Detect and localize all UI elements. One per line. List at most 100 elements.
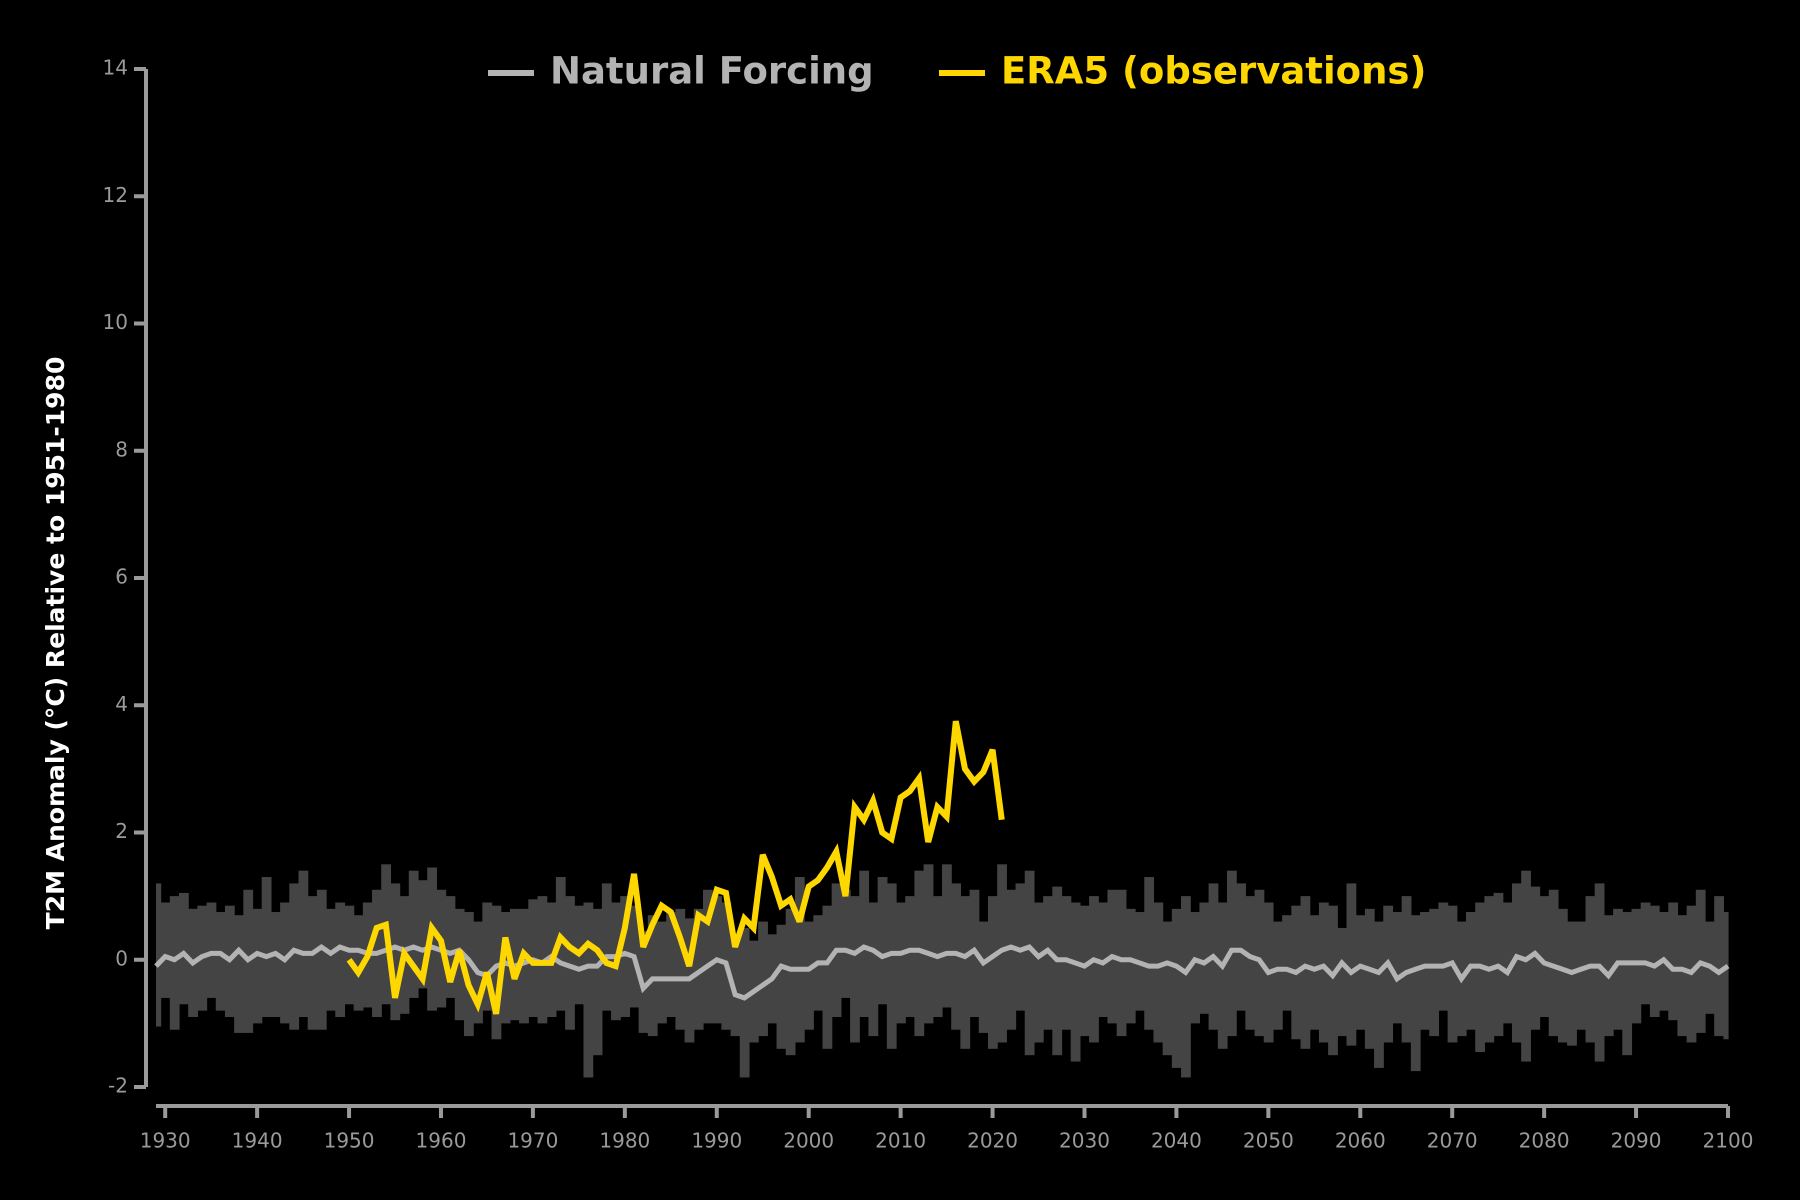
range-band [1723, 912, 1729, 1040]
range-band [859, 870, 870, 1018]
range-band [942, 864, 952, 1008]
y-axis-label: T2M Anomaly (°C) Relative to 1951-1980 [41, 357, 70, 930]
range-band [675, 908, 686, 1030]
y-tick-label: 14 [103, 56, 128, 80]
range-band [1548, 889, 1559, 1037]
range-band [1539, 896, 1550, 1018]
range-band [1383, 905, 1394, 1043]
range-band [1585, 896, 1596, 1043]
x-tick-label: 1940 [232, 1129, 283, 1153]
range-band [1640, 902, 1651, 1005]
range-band [1410, 915, 1421, 1072]
range-band [758, 921, 768, 1037]
range-band [1024, 870, 1035, 1056]
range-band [978, 921, 989, 1033]
range-band [1052, 886, 1063, 1056]
range-band [326, 908, 336, 1011]
range-band [335, 902, 346, 1018]
range-band [1337, 927, 1348, 1037]
range-band [1162, 921, 1173, 1056]
range-band [353, 915, 364, 1011]
range-band [601, 883, 612, 1011]
range-band [647, 915, 658, 1037]
range-band [206, 902, 217, 998]
range-band [1006, 889, 1017, 1030]
range-band [1401, 896, 1412, 1043]
x-tick-label: 1980 [599, 1129, 650, 1153]
range-band [1125, 908, 1136, 1024]
x-tick-label: 2040 [1151, 1129, 1202, 1153]
range-band [960, 896, 971, 1049]
range-band [1282, 915, 1292, 1011]
x-tick-label: 1970 [507, 1129, 558, 1153]
range-band [1217, 902, 1228, 1049]
series-line [154, 943, 1730, 1001]
range-band [840, 889, 851, 998]
range-band [1392, 912, 1403, 1024]
x-tick-label: 1960 [416, 1129, 467, 1153]
range-band [1511, 883, 1522, 1043]
plot-area [154, 720, 1730, 1078]
range-band [1153, 902, 1164, 1043]
x-tick-label: 2000 [783, 1129, 834, 1153]
range-band [1199, 902, 1210, 1014]
range-band [1144, 877, 1155, 1030]
y-tick-label: 0 [115, 946, 128, 970]
x-tick-label: 2090 [1611, 1129, 1662, 1153]
range-band [1079, 905, 1090, 1037]
range-band [1677, 915, 1688, 1037]
y-tick-label: 2 [115, 819, 128, 843]
x-tick-label: 2020 [967, 1129, 1018, 1153]
range-band [987, 896, 998, 1049]
range-band [592, 908, 603, 1056]
range-band [1649, 905, 1660, 1018]
range-band [1438, 902, 1449, 1011]
range-band [1475, 902, 1485, 1053]
range-band [1015, 883, 1026, 1011]
range-band [215, 912, 226, 1011]
range-band [1631, 908, 1642, 1024]
range-band [344, 905, 355, 1005]
range-band [702, 889, 713, 1024]
y-tick-label: 10 [103, 310, 128, 334]
range-band [1364, 908, 1375, 1049]
range-band [776, 924, 787, 1049]
x-tick-label: 2070 [1427, 1129, 1478, 1153]
range-band [886, 883, 897, 1049]
range-band [914, 870, 925, 1037]
range-band [739, 927, 750, 1078]
range-band [1190, 912, 1201, 1024]
range-band [1245, 896, 1256, 1030]
range-band [951, 883, 961, 1030]
range-band [1521, 870, 1531, 1062]
range-band [1272, 921, 1283, 1030]
range-band [1567, 921, 1577, 1046]
range-band [252, 908, 263, 1024]
range-band [307, 896, 318, 1030]
range-band [923, 864, 934, 1024]
range-band [1594, 883, 1605, 1062]
range-band [1033, 902, 1044, 1043]
range-band [620, 896, 631, 1018]
range-band [1557, 908, 1568, 1043]
range-band [482, 902, 493, 1011]
range-band [1328, 905, 1338, 1056]
series-line [346, 720, 1005, 1015]
range-band [1355, 915, 1366, 1030]
range-band [1502, 902, 1513, 1024]
range-band [156, 883, 162, 1027]
range-band [1530, 886, 1541, 1030]
range-band [1420, 912, 1430, 1030]
range-band [1171, 908, 1182, 1068]
y-tick-label: 6 [115, 565, 128, 589]
range-band [1318, 902, 1329, 1043]
range-band [298, 870, 309, 1018]
range-band [794, 877, 805, 1043]
range-band [1061, 896, 1072, 1030]
range-band [390, 883, 401, 1021]
legend-label: ERA5 (observations) [1001, 50, 1426, 93]
range-band [905, 896, 916, 1018]
range-band [1181, 896, 1191, 1078]
y-tick-label: -2 [108, 1074, 128, 1098]
